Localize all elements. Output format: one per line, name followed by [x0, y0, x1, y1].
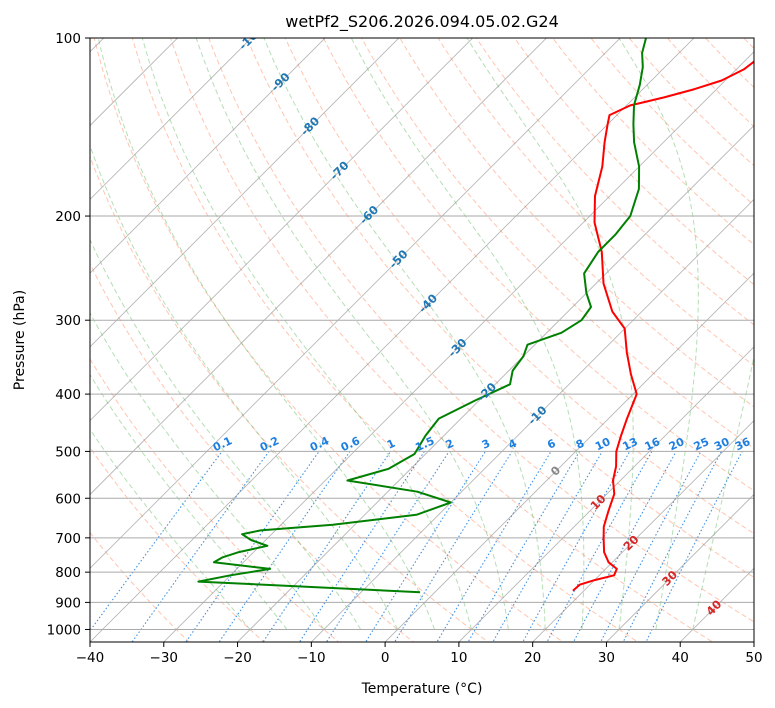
- dry-adiabat: [246, 38, 754, 578]
- x-tick-label: 50: [745, 650, 762, 666]
- moist-adiabat: [466, 38, 634, 630]
- mixing-ratio-line: [90, 451, 223, 632]
- mixing-ratio-line: [522, 451, 631, 642]
- mixing-ratio-line: [572, 451, 677, 642]
- moist-adiabat: [141, 38, 472, 630]
- dry-adiabat: [131, 38, 639, 642]
- moist-adiabat: [350, 38, 585, 630]
- dry-adiabat: [437, 38, 754, 367]
- y-tick-label: 1000: [47, 622, 81, 638]
- x-tick-label: 10: [450, 650, 467, 666]
- mixing-ratio-line: [218, 451, 351, 642]
- isotherm-line: [90, 38, 474, 422]
- dewpoint-trace: [197, 38, 647, 594]
- mixing-ratio-line: [436, 451, 552, 642]
- x-tick-label: 30: [598, 650, 615, 666]
- mixing-ratio-line: [365, 451, 486, 642]
- mixing-ratio-line: [492, 451, 603, 642]
- y-axis-label: Pressure (hPa): [12, 290, 28, 390]
- dry-adiabat: [513, 38, 754, 286]
- isotherm-line: [384, 272, 754, 642]
- x-axis-label: Temperature (°C): [361, 681, 483, 697]
- mixing-ratio-label: 25: [692, 435, 711, 453]
- isotherm-line: [90, 38, 400, 348]
- isotherm-line: [605, 493, 754, 642]
- isotherm-line: [90, 38, 252, 200]
- dry-adiabat: [208, 38, 754, 623]
- y-tick-label: 600: [55, 491, 81, 507]
- isotherm-line: [90, 38, 179, 127]
- isotherm-line: [90, 38, 548, 496]
- mixing-ratio-label: 36: [733, 435, 753, 453]
- mixing-ratio-line: [622, 451, 722, 642]
- y-tick-label: 300: [55, 313, 81, 329]
- dry-adiabat: [170, 38, 714, 642]
- y-tick-label: 100: [55, 31, 81, 47]
- dry-adiabat: [93, 38, 564, 642]
- mixing-ratio-label: 10: [593, 435, 613, 453]
- mixing-ratio-line: [131, 451, 270, 642]
- plot-frame: [89, 37, 755, 643]
- mixing-ratio-line: [185, 451, 320, 642]
- moist-adiabat: [692, 354, 754, 630]
- x-tick-label: −40: [76, 650, 105, 666]
- isotherm-line: [532, 420, 754, 642]
- dry-adiabat: [90, 262, 415, 642]
- y-tick-label: 200: [55, 209, 81, 225]
- isotherm-line: [236, 124, 754, 642]
- moist-adiabat: [90, 144, 399, 630]
- dry-adiabat: [399, 38, 754, 408]
- moist-adiabat: [618, 38, 699, 630]
- isotherm-line: [310, 198, 754, 642]
- y-tick-label: 900: [55, 595, 81, 611]
- mixing-ratio-label: 20: [667, 435, 687, 453]
- y-tick-label: 500: [55, 444, 81, 460]
- x-tick-label: −20: [223, 650, 252, 666]
- moist-adiabat: [90, 311, 325, 630]
- chart-title: wetPf2_S206.2026.094.05.02.G24: [285, 12, 559, 32]
- dry-adiabat: [90, 155, 490, 642]
- dry-adiabat: [90, 358, 340, 642]
- mixing-ratio-line: [600, 451, 702, 642]
- y-tick-label: 700: [55, 531, 81, 547]
- isotherm-line: [90, 38, 621, 569]
- x-tick-label: −10: [297, 650, 326, 666]
- dry-adiabat: [590, 38, 754, 206]
- y-tick-label: 400: [55, 387, 81, 403]
- x-tick-label: 0: [381, 650, 390, 666]
- dry-adiabat: [322, 38, 754, 492]
- mixing-ratio-line: [546, 451, 653, 642]
- x-tick-label: −30: [150, 650, 179, 666]
- x-tick-label: 20: [524, 650, 541, 666]
- temperature-trace: [572, 60, 754, 592]
- mixing-ratio-line: [645, 451, 743, 642]
- moist-adiabat: [195, 38, 509, 630]
- isotherm-line: [458, 346, 754, 642]
- dry-adiabat: [284, 38, 754, 535]
- mixing-ratio-label: 16: [643, 435, 663, 453]
- isotherm-line: [90, 38, 695, 642]
- y-tick-label: 800: [55, 565, 81, 581]
- moist-adiabat: [97, 38, 435, 630]
- mixing-ratio-label: 13: [621, 435, 640, 453]
- mixing-ratio-label: 30: [712, 435, 732, 453]
- moist-adiabat: [263, 38, 546, 630]
- mixing-ratio-line: [325, 451, 450, 642]
- x-tick-label: 40: [672, 650, 689, 666]
- isotherm-line: [90, 38, 326, 274]
